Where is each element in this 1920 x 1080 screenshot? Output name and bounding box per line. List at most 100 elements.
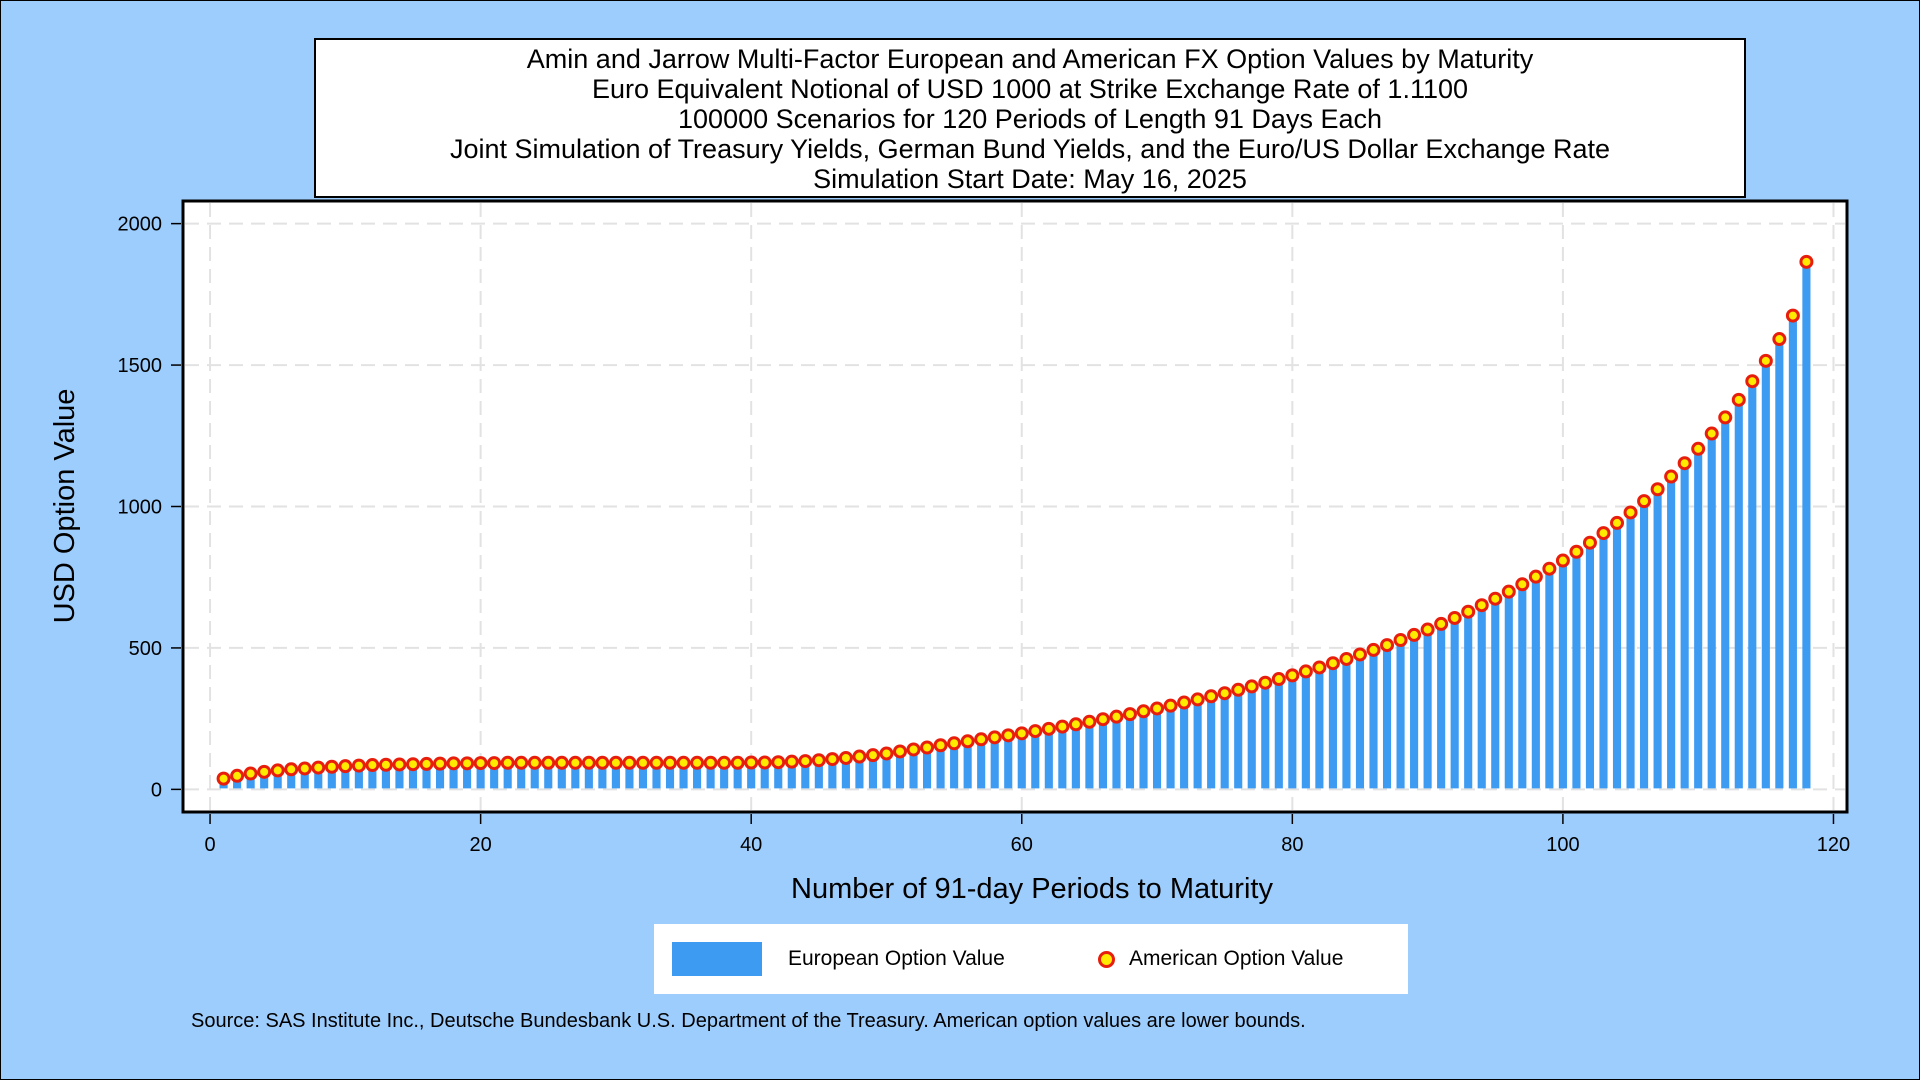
american-marker — [784, 754, 799, 769]
american-marker — [1014, 726, 1029, 741]
american-marker — [284, 762, 299, 777]
y-tick-label: 500 — [129, 638, 162, 660]
european-bar — [787, 762, 796, 789]
european-bar — [1139, 712, 1148, 789]
american-marker — [1420, 622, 1435, 637]
american-marker — [500, 755, 515, 770]
american-marker — [324, 759, 339, 774]
american-marker — [433, 756, 448, 771]
chart-title-line-1: Amin and Jarrow Multi-Factor European an… — [526, 44, 1534, 74]
european-bar — [990, 738, 999, 789]
american-marker — [1352, 647, 1367, 662]
american-marker — [717, 755, 732, 770]
american-marker — [838, 750, 853, 765]
european-bar — [1234, 690, 1243, 789]
european-bar — [1707, 434, 1716, 789]
american-marker — [798, 754, 813, 769]
american-marker — [1704, 426, 1719, 441]
x-tick-label: 0 — [204, 834, 215, 856]
european-bar — [1369, 650, 1378, 789]
european-bar — [354, 766, 363, 789]
american-marker — [1163, 698, 1178, 713]
american-marker — [1569, 544, 1584, 559]
european-bar — [246, 774, 255, 789]
american-marker — [1691, 441, 1706, 456]
american-marker — [1731, 392, 1746, 407]
american-marker — [649, 755, 664, 770]
x-tick-label: 80 — [1281, 834, 1303, 856]
european-bar — [1667, 477, 1676, 789]
american-marker — [405, 757, 420, 772]
european-bar — [868, 755, 878, 789]
y-axis-title: USD Option Value — [49, 389, 81, 624]
gridlines — [185, 203, 1845, 810]
european-bar — [1125, 714, 1135, 789]
european-bar — [1410, 635, 1419, 789]
american-marker — [852, 749, 867, 764]
american-marker — [351, 758, 366, 773]
european-bar — [1572, 552, 1581, 789]
y-tick-label: 1500 — [118, 355, 163, 377]
american-marker — [1380, 638, 1395, 653]
european-bar — [408, 765, 418, 789]
european-bar — [950, 744, 959, 789]
european-bar — [435, 764, 445, 789]
european-bar — [1491, 599, 1500, 789]
american-marker — [1339, 651, 1354, 666]
european-bar — [1247, 687, 1256, 789]
european-bar — [1328, 664, 1337, 789]
american-marker — [1095, 712, 1110, 727]
american-marker — [1610, 515, 1625, 530]
european-bar — [1775, 339, 1784, 789]
american-marker — [216, 771, 231, 786]
american-marker — [1745, 374, 1760, 389]
european-bar — [855, 757, 864, 789]
american-marker — [1488, 591, 1503, 606]
american-marker — [1664, 469, 1679, 484]
european-bar — [1004, 736, 1013, 789]
american-marker — [1190, 692, 1205, 707]
european-bar — [1545, 569, 1554, 789]
american-marker — [825, 752, 840, 767]
european-bar — [314, 768, 323, 789]
american-marker — [635, 755, 650, 770]
american-marker — [581, 755, 596, 770]
european-bar — [1274, 679, 1283, 789]
american-marker — [1785, 308, 1800, 323]
american-marker — [1366, 642, 1381, 657]
european-bar — [625, 763, 634, 789]
european-bar — [1396, 640, 1405, 789]
american-marker — [1772, 332, 1787, 347]
european-bar — [1193, 700, 1202, 789]
american-marker — [1298, 664, 1313, 679]
y-tick-label: 1000 — [118, 497, 163, 519]
american-marker — [365, 758, 380, 773]
american-marker — [663, 755, 678, 770]
european-bar — [963, 742, 972, 789]
x-tick-label: 100 — [1546, 834, 1579, 856]
european-bar — [1423, 630, 1432, 789]
american-marker — [1393, 633, 1408, 648]
european-bar — [598, 763, 607, 789]
european-bar — [882, 754, 891, 789]
american-marker — [1718, 410, 1733, 425]
american-marker — [960, 734, 975, 749]
american-marker — [690, 755, 705, 770]
european-bar — [1301, 672, 1310, 789]
european-bar — [1180, 703, 1189, 789]
european-bar — [936, 746, 945, 789]
european-bar — [1288, 676, 1297, 789]
american-marker — [1258, 675, 1273, 690]
european-bar — [1261, 683, 1270, 789]
european-bar — [490, 763, 499, 789]
legend-item-european: European Option Value — [672, 924, 1005, 994]
european-bar — [341, 767, 350, 789]
european-bar — [1464, 612, 1473, 789]
european-bar — [1017, 734, 1026, 789]
american-marker — [1447, 610, 1462, 625]
american-marker — [595, 755, 610, 770]
european-bar — [1558, 561, 1567, 789]
european-bar — [828, 759, 837, 789]
european-bar — [747, 763, 756, 789]
x-tick-label: 20 — [470, 834, 492, 856]
